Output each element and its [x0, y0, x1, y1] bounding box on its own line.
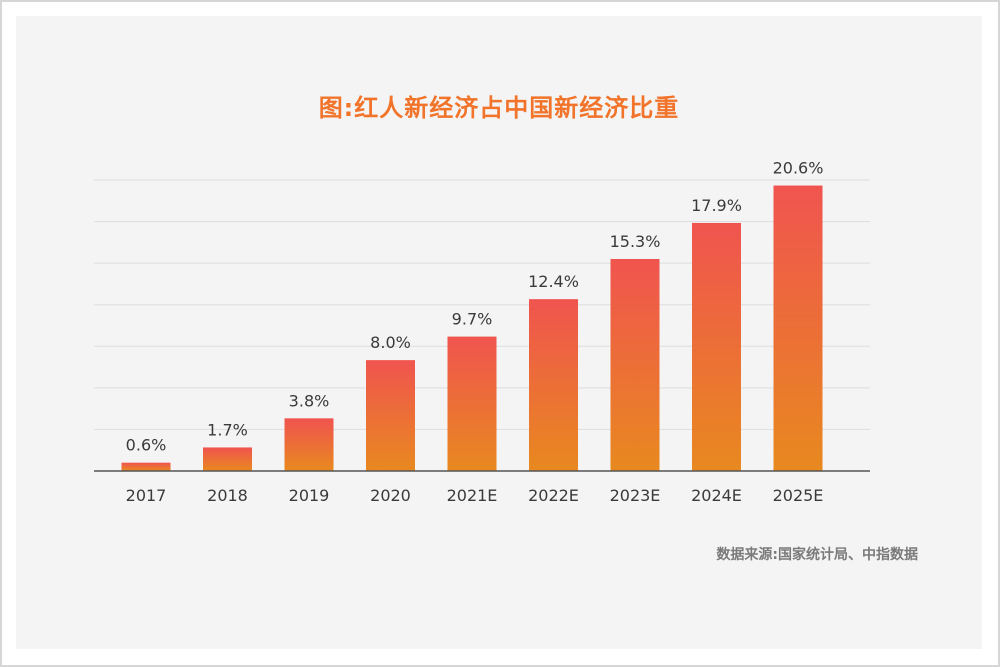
bar-2025E — [773, 185, 823, 472]
tick-label-2021E: 2021E — [447, 486, 498, 505]
value-label-2017: 0.6% — [126, 436, 167, 455]
bars — [121, 185, 823, 472]
tick-label-2023E: 2023E — [610, 486, 661, 505]
bar-2024E — [692, 222, 741, 471]
value-label-2025E: 20.6% — [773, 159, 824, 178]
value-label-2019: 3.8% — [289, 391, 330, 410]
bar-2021E — [447, 336, 497, 471]
tick-label-2017: 2017 — [126, 486, 167, 505]
bar-2018 — [203, 447, 252, 471]
tick-label-2024E: 2024E — [691, 486, 742, 505]
bar-2022E — [529, 299, 578, 471]
tick-label-2025E: 2025E — [773, 486, 824, 505]
chart-title: 图:红人新经济占中国新经济比重 — [318, 94, 680, 122]
value-label-2020: 8.0% — [370, 333, 411, 352]
x-tick-labels: 2017 2018 2019 2020 2021E 2022E 2023E 2024E 2025… — [126, 486, 824, 505]
bar-2023E — [610, 258, 660, 471]
value-label-2018: 1.7% — [207, 420, 248, 439]
tick-label-2020: 2020 — [370, 486, 411, 505]
value-labels: 0.6% 1.7% 3.8% 8.0% 9.7% 12.4% 15.3% 17.9% 20.6% — [126, 159, 824, 455]
value-label-2023E: 15.3% — [610, 232, 661, 251]
bar-2019 — [284, 418, 334, 471]
tick-label-2022E: 2022E — [528, 486, 579, 505]
data-source-note: 数据来源:国家统计局、中指数据 — [716, 547, 918, 563]
value-label-2024E: 17.9% — [691, 196, 742, 215]
tick-label-2019: 2019 — [289, 486, 330, 505]
bar-2017 — [121, 462, 171, 471]
tick-label-2018: 2018 — [207, 486, 248, 505]
value-label-2021E: 9.7% — [452, 310, 493, 329]
value-label-2022E: 12.4% — [528, 272, 579, 291]
bar-2020 — [366, 360, 415, 471]
